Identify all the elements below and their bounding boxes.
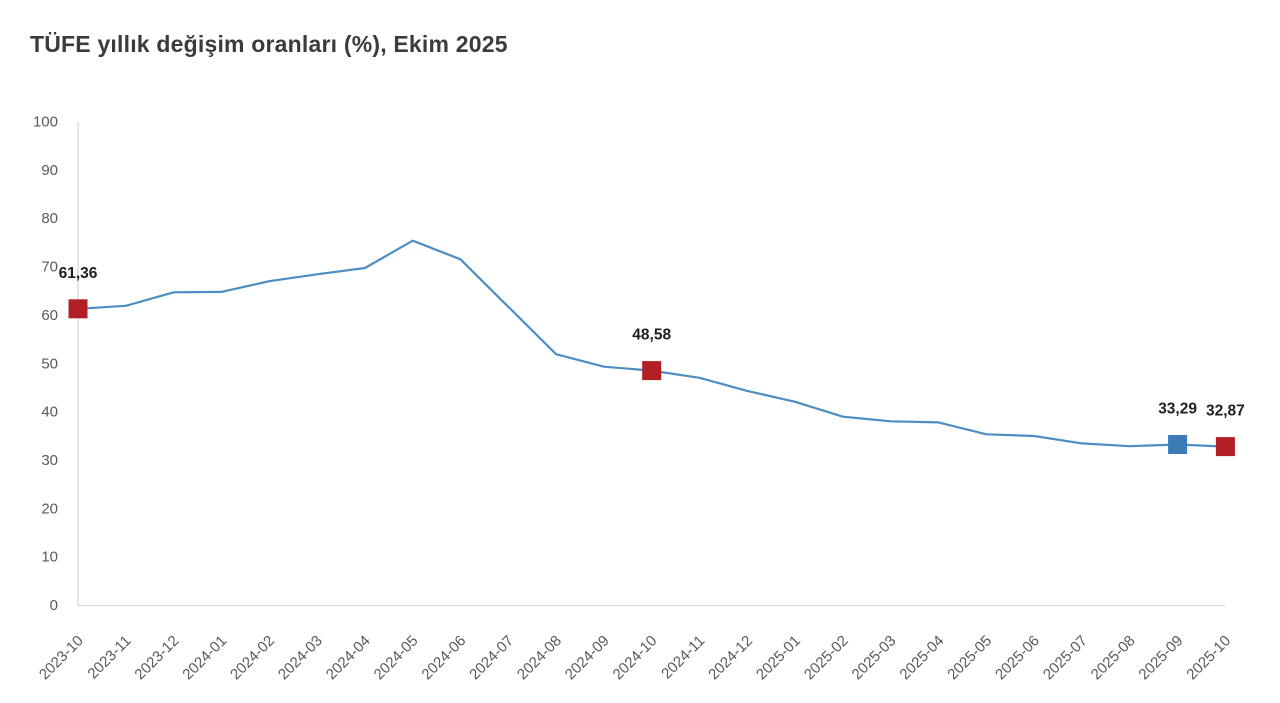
x-axis-tick-label: 2023-11 [84,632,134,682]
data-label-2025-10: 32,87 [1206,403,1245,420]
x-axis-tick-label: 2024-05 [371,632,422,683]
y-axis-tick-label: 0 [50,597,58,614]
highlight-marker-2023-10 [68,299,88,319]
y-axis-tick-label: 60 [41,307,58,324]
x-axis-tick-label: 2025-03 [849,632,900,683]
x-axis-tick-label: 2025-01 [753,632,804,683]
x-axis-tick-label: 2024-03 [275,632,326,683]
data-label-2024-10: 48,58 [632,327,671,344]
x-axis-tick-label: 2025-10 [1183,632,1234,683]
x-axis-tick-label: 2024-06 [418,632,469,683]
y-axis-tick-label: 70 [41,259,58,276]
highlight-marker-2025-10 [1215,437,1235,457]
x-axis-tick-label: 2025-04 [896,632,947,683]
x-axis-tick-label: 2024-12 [705,632,756,683]
x-axis-tick-label: 2025-09 [1135,632,1186,683]
x-axis-tick-label: 2023-10 [36,632,87,683]
x-axis-tick-label: 2024-09 [562,632,613,683]
x-axis-tick-label: 2024-10 [610,632,661,683]
x-axis-tick-label: 2025-08 [1088,632,1139,683]
highlight-marker-2025-09 [1168,435,1188,454]
x-axis-tick-label: 2024-08 [514,632,565,683]
x-axis-tick-label: 2024-07 [466,632,517,683]
x-axis-tick-label: 2025-02 [801,632,852,683]
x-axis-tick-label: 2023-12 [131,632,182,683]
chart-title: TÜFE yıllık değişim oranları (%), Ekim 2… [30,31,508,57]
x-axis-tick-label: 2025-07 [1040,632,1091,683]
y-axis-tick-label: 100 [33,114,58,131]
y-axis-tick-label: 20 [41,500,58,517]
highlight-marker-2024-10 [642,361,662,381]
x-axis-tick-label: 2024-02 [227,632,278,683]
y-axis-tick-label: 40 [41,404,58,421]
y-axis-tick-label: 50 [41,355,58,372]
data-label-2025-09: 33,29 [1158,401,1197,418]
y-axis-tick-label: 30 [41,452,58,469]
x-axis-tick-label: 2024-04 [323,632,374,683]
tufe-line-series [76,239,1227,448]
x-axis-tick-label: 2025-05 [944,632,995,683]
x-axis-tick-label: 2024-01 [179,632,230,683]
x-axis-tick-label: 2024-11 [658,632,708,682]
x-axis-tick-label: 2025-06 [992,632,1043,683]
data-label-2023-10: 61,36 [59,265,98,282]
y-axis-tick-label: 90 [41,162,58,179]
y-axis-tick-label: 10 [41,549,58,566]
y-axis-tick-label: 80 [41,210,58,227]
